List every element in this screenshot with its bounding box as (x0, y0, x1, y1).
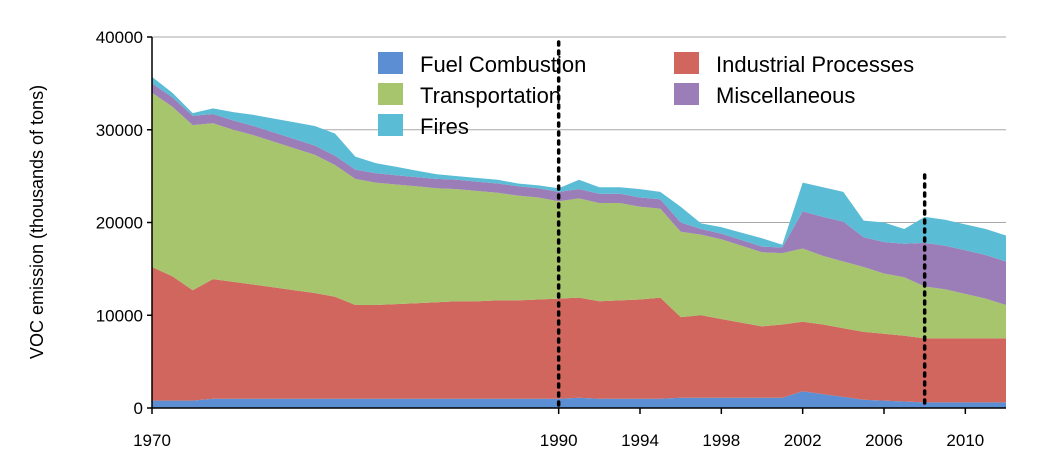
area-miscellaneous (152, 83, 1006, 306)
area-transportation (152, 92, 1006, 339)
legend-swatch-fuel-combustion (378, 52, 403, 74)
legend-label-fuel-combustion: Fuel Combustion (420, 52, 586, 77)
x-tick-label: 1998 (702, 431, 740, 450)
area-industrial-processes (152, 267, 1006, 403)
y-tick-label: 20000 (96, 214, 143, 233)
vertical-markers (556, 40, 927, 410)
x-tick-label: 1994 (621, 431, 659, 450)
stacked-areas (152, 76, 1006, 408)
legend-label-industrial-processes: Industrial Processes (716, 52, 914, 77)
area-fuel-combustion (152, 391, 1006, 408)
legend-label-fires: Fires (420, 114, 469, 139)
y-tick-label: 10000 (96, 306, 143, 325)
legend-swatch-industrial-processes (674, 52, 699, 74)
legend-swatch-miscellaneous (674, 83, 699, 105)
x-tick-label: 2010 (946, 431, 984, 450)
axes: 0 10000 20000 30000 40000 1970 1990 1994 1998 200… (96, 28, 1006, 450)
y-axis-title: VOC emission (thousands of tons) (27, 85, 47, 359)
legend-swatch-transportation (378, 83, 403, 105)
y-tick-label: 0 (134, 399, 143, 418)
legend-swatch-fires (378, 114, 403, 136)
y-tick-label: 30000 (96, 121, 143, 140)
x-tick-label: 1970 (133, 431, 171, 450)
x-tick-label: 1990 (540, 431, 578, 450)
legend-label-transportation: Transportation (420, 83, 561, 108)
legend-label-miscellaneous: Miscellaneous (716, 83, 855, 108)
legend: Fuel Combustion Transportation Fires Indust… (378, 52, 914, 139)
x-tick-label: 2006 (865, 431, 903, 450)
y-tick-label: 40000 (96, 28, 143, 47)
x-tick-label: 2002 (784, 431, 822, 450)
area-fires (152, 76, 1006, 262)
